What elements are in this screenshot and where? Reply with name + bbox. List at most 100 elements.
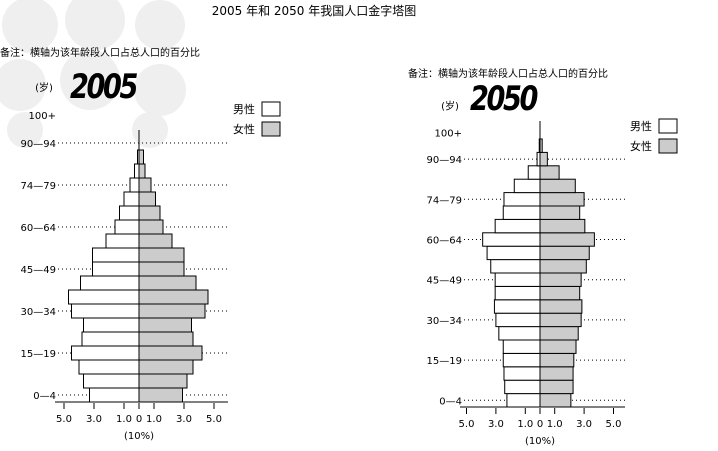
y-tick-label: 90—94 [21, 139, 56, 150]
chart-title: 2050 [470, 79, 538, 119]
legend-label: 女性 [233, 122, 255, 136]
legend-label: 女性 [630, 139, 652, 153]
watermark-background [0, 0, 186, 148]
bar-female-45-49 [138, 261, 185, 277]
bar-female-35-39 [539, 299, 583, 314]
bar-female-50-54 [138, 247, 185, 263]
y-tick-label: 15—19 [427, 356, 462, 367]
legend-swatch [261, 101, 281, 117]
bar-female-90-94 [539, 151, 548, 167]
bar-female-5-9 [539, 379, 574, 395]
bar-female-55-59 [138, 233, 173, 249]
bar-male-30-34 [71, 303, 140, 319]
legend-swatch [658, 138, 678, 154]
bar-male-65-69 [494, 218, 541, 234]
bar-female-15-19 [539, 352, 575, 368]
bar-male-35-39 [493, 299, 541, 314]
y-tick-label: 74—79 [21, 181, 56, 192]
bar-male-15-19 [71, 345, 140, 361]
legend-label: 男性 [233, 102, 255, 116]
bar-female-15-19 [138, 345, 203, 361]
y-axis-label: (岁) [441, 100, 459, 113]
x-tick-label: 1.0 [146, 414, 162, 425]
bar-female-65-69 [138, 205, 161, 221]
bar-male-25-29 [83, 317, 140, 333]
y-axis-label: (岁) [35, 81, 53, 94]
bar-male-20-24 [81, 331, 140, 347]
x-axis-label: (10%) [525, 436, 555, 447]
chart-note: 备注：横轴为该年龄段人口占总人口的百分比 [0, 46, 200, 59]
x-tick-label: 1.0 [547, 419, 563, 430]
bar-female-85-89 [138, 149, 144, 165]
bar-male-45-49 [494, 272, 541, 287]
chart-note: 备注：横轴为该年龄段人口占总人口的百分比 [408, 67, 608, 80]
bar-male-55-59 [486, 245, 541, 261]
bar-female-80-84 [138, 163, 146, 179]
bar-female-75-79 [138, 177, 152, 193]
bar-female-10-14 [138, 359, 194, 375]
bar-female-65-69 [539, 218, 586, 234]
x-tick-label: 1.0 [517, 419, 533, 430]
bar-female-40-44 [539, 285, 581, 301]
bar-female-10-14 [539, 366, 574, 381]
x-axis-label: (10%) [124, 431, 154, 442]
bar-male-75-79 [129, 177, 140, 193]
bar-female-30-34 [138, 303, 206, 319]
bar-female-85-89 [539, 165, 560, 180]
bar-female-55-59 [539, 245, 590, 261]
y-tick-label: 30—34 [21, 307, 56, 318]
figure-title: 2005 年和 2050 年我国人口金字塔图 [212, 3, 417, 18]
bar-male-55-59 [105, 233, 140, 249]
x-tick-label: 3.0 [576, 419, 592, 430]
bar-male-70-74 [502, 205, 541, 220]
x-tick-label: 0 [136, 414, 142, 425]
bar-female-0-4 [138, 387, 183, 403]
y-tick-label: 0—4 [33, 391, 56, 402]
bar-female-70-74 [138, 191, 156, 207]
y-tick-label: 74—79 [427, 195, 462, 206]
bar-male-60-64 [114, 219, 140, 235]
y-tick-label: 45—49 [21, 265, 56, 276]
bar-female-0-4 [539, 393, 572, 408]
bar-male-10-14 [503, 366, 541, 381]
bar-male-40-44 [494, 285, 541, 301]
bar-female-50-54 [539, 259, 587, 274]
x-tick-label: 1.0 [116, 414, 132, 425]
bar-male-35-39 [68, 289, 140, 305]
x-tick-label: 5.0 [56, 414, 72, 425]
bar-male-75-79 [503, 192, 541, 207]
x-tick-label: 5.0 [459, 419, 475, 430]
bar-female-45-49 [539, 272, 582, 287]
legend-swatch [658, 118, 678, 134]
y-tick-label: 100+ [435, 128, 462, 139]
bar-female-60-64 [539, 232, 595, 247]
bar-female-30-34 [539, 312, 582, 328]
bar-male-45-49 [92, 261, 140, 277]
y-tick-label: 60—64 [427, 236, 462, 247]
y-tick-label: 30—34 [427, 316, 462, 327]
bar-female-5-9 [138, 373, 188, 389]
x-tick-label: 0 [537, 419, 543, 430]
bar-male-15-19 [502, 352, 541, 368]
bar-male-20-24 [502, 339, 541, 354]
bar-male-70-74 [123, 191, 140, 207]
bar-female-25-29 [539, 326, 579, 341]
bar-male-80-84 [513, 178, 541, 194]
bar-female-40-44 [138, 275, 197, 291]
bar-female-25-29 [138, 317, 192, 333]
x-tick-label: 3.0 [176, 414, 192, 425]
bar-female-60-64 [138, 219, 164, 235]
bar-male-50-54 [92, 247, 140, 263]
bar-female-70-74 [539, 205, 581, 220]
bar-male-5-9 [504, 379, 541, 395]
legend-label: 男性 [630, 119, 652, 133]
bar-female-75-79 [539, 192, 585, 207]
bar-male-80-84 [134, 163, 140, 179]
chart-title: 2005 [70, 67, 137, 107]
bar-male-40-44 [80, 275, 140, 291]
bar-male-65-69 [119, 205, 140, 221]
bar-male-5-9 [83, 373, 140, 389]
